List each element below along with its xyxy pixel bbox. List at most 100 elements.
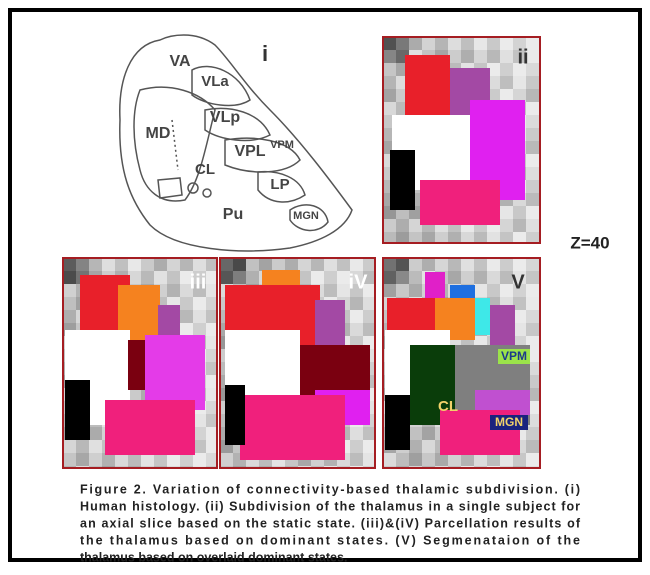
pixel: [206, 440, 217, 453]
pixel: [206, 271, 217, 284]
pixel: [409, 453, 422, 466]
pixel: [409, 232, 422, 243]
pixel: [206, 362, 217, 375]
pixel: [206, 349, 217, 362]
histology-label: MD: [146, 125, 171, 142]
pixel: [89, 258, 102, 271]
pixel: [526, 284, 539, 297]
pixel: [526, 167, 539, 180]
pixel: [220, 453, 233, 466]
pixel: [396, 232, 409, 243]
region: [65, 380, 90, 440]
pixel: [363, 453, 375, 466]
pixel: [383, 258, 396, 271]
histology-label: LP: [270, 176, 289, 193]
pixel: [461, 37, 474, 50]
pixel: [193, 258, 206, 271]
pixel: [324, 284, 337, 297]
panel-label: iV: [349, 271, 369, 293]
pixel: [448, 232, 461, 243]
pixel: [63, 258, 76, 271]
pixel: [422, 453, 435, 466]
pixel: [324, 258, 337, 271]
pixel: [396, 258, 409, 271]
pixel: [206, 401, 217, 414]
region: [475, 298, 490, 335]
region: [240, 395, 345, 460]
pixel: [89, 427, 102, 440]
pixel: [63, 271, 76, 284]
panel-label: i: [262, 41, 268, 66]
pixel: [63, 284, 76, 297]
caption-line: thalamus based on overlaid dominant stat…: [80, 550, 347, 564]
pixel: [526, 154, 539, 167]
pixel: [206, 258, 217, 271]
pixel: [350, 453, 363, 466]
pixel: [383, 63, 396, 76]
pixel: [311, 258, 324, 271]
pixel: [141, 258, 154, 271]
pixel: [350, 258, 363, 271]
pixel: [487, 37, 500, 50]
pixel: [350, 297, 363, 310]
pixel: [206, 375, 217, 388]
histology-label: Pu: [223, 206, 243, 223]
pixel: [350, 440, 363, 453]
pixel: [396, 271, 409, 284]
pixel: [63, 453, 76, 466]
pixel: [220, 258, 233, 271]
pixel: [206, 297, 217, 310]
region: [145, 335, 205, 410]
pixel: [193, 297, 206, 310]
histology-label: CL: [195, 161, 215, 178]
pixel: [324, 271, 337, 284]
pixel: [363, 258, 375, 271]
pixel: [63, 310, 76, 323]
pixel: [500, 232, 513, 243]
segmentation-label: VPM: [501, 349, 527, 363]
pixel: [233, 271, 246, 284]
pixel: [115, 258, 128, 271]
pixel: [180, 323, 193, 336]
pixel: [363, 297, 375, 310]
pixel: [383, 271, 396, 284]
pixel: [526, 206, 539, 219]
pixel: [363, 427, 375, 440]
pixel: [500, 50, 513, 63]
region: [105, 400, 195, 455]
pixel: [350, 427, 363, 440]
pixel: [383, 102, 396, 115]
pixel: [526, 297, 539, 310]
histology-label: VA: [169, 53, 190, 70]
pixel: [409, 284, 422, 297]
pixel: [154, 271, 167, 284]
pixel: [206, 414, 217, 427]
pixel: [461, 271, 474, 284]
slice-label: Z=40: [570, 233, 609, 252]
pixel: [383, 219, 396, 232]
pixel: [435, 232, 448, 243]
pixel: [422, 427, 435, 440]
pixel: [337, 258, 350, 271]
region: [490, 305, 515, 345]
pixel: [246, 258, 259, 271]
pixel: [526, 323, 539, 336]
caption-line: an axial slice based on the static state…: [80, 516, 581, 530]
caption-line: Figure 2. Variation of connectivity-base…: [80, 482, 580, 496]
pixel: [363, 310, 375, 323]
pixel: [193, 323, 206, 336]
pixel: [513, 219, 526, 232]
pixel: [513, 258, 526, 271]
pixel: [206, 336, 217, 349]
pixel: [500, 219, 513, 232]
pixel: [526, 193, 539, 206]
region: [420, 180, 500, 225]
pixel: [474, 271, 487, 284]
pixel: [513, 232, 526, 243]
pixel: [206, 427, 217, 440]
image-panel: [383, 37, 540, 243]
pixel: [474, 232, 487, 243]
pixel: [474, 50, 487, 63]
pixel: [383, 284, 396, 297]
pixel: [233, 258, 246, 271]
